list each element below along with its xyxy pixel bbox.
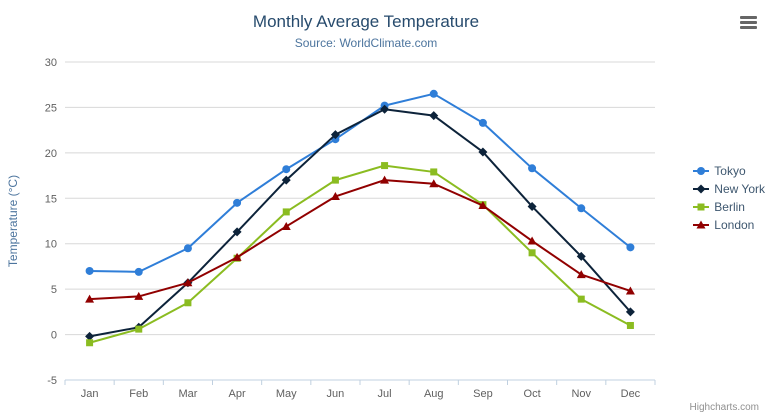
x-tick-label: Jul [378,388,392,400]
x-axis-labels: Jan Feb Mar Apr May Jun Jul Aug Sep Oct Nov Dec [81,388,641,400]
gridlines [65,61,655,381]
point-london-apr[interactable] [232,252,242,261]
series-line-new-york [88,108,632,338]
y-tick-label: 30 [45,57,57,69]
point-tokyo-nov[interactable] [577,204,586,213]
hamburger-icon [740,21,757,24]
point-new-york-may[interactable] [281,175,291,185]
point-tokyo-feb[interactable] [134,267,143,276]
highcharts-credits-link[interactable]: Highcharts.com [689,402,759,413]
legend-item-london[interactable]: London [693,218,765,232]
point-tokyo-may[interactable] [282,165,291,174]
legend-label: Berlin [714,200,745,214]
point-berlin-aug[interactable] [430,168,438,176]
legend-label: New York [714,182,765,196]
x-tick-label: Sep [473,388,493,400]
x-tick-label: Oct [524,388,541,400]
point-berlin-dec[interactable] [626,321,634,329]
point-london-feb[interactable] [134,291,144,300]
point-new-york-jul[interactable] [380,104,390,114]
series-line-london [88,179,632,301]
x-tick-label: Jan [81,388,99,400]
point-tokyo-sep[interactable] [478,118,487,127]
point-berlin-feb[interactable] [135,325,143,333]
y-tick-label: 10 [45,239,57,251]
chart-title: Monthly Average Temperature [252,12,480,31]
point-london-sep[interactable] [478,201,488,210]
point-london-aug[interactable] [429,179,439,188]
point-new-york-apr[interactable] [232,227,242,237]
point-london-jun[interactable] [330,191,340,200]
series-london [85,175,635,303]
point-berlin-jun[interactable] [331,176,339,184]
point-berlin-jan[interactable] [86,339,94,347]
x-axis [64,379,656,385]
point-new-york-dec[interactable] [625,307,635,317]
y-axis-labels: -5 0 5 10 15 20 25 30 [45,57,57,387]
point-berlin-may[interactable] [282,208,290,216]
chart-subtitle: Source: WorldClimate.com [294,36,438,50]
legend-marker-new-york [693,184,710,194]
legend-marker-london [693,220,710,229]
point-berlin-nov[interactable] [577,295,585,303]
point-tokyo-jan[interactable] [85,266,94,275]
point-tokyo-dec[interactable] [626,243,635,252]
x-tick-label: Feb [129,388,148,400]
series-tokyo [85,89,635,276]
legend-item-berlin[interactable]: Berlin [693,200,765,214]
point-tokyo-aug[interactable] [429,89,438,98]
point-new-york-nov[interactable] [576,251,586,261]
point-tokyo-apr[interactable] [233,198,242,207]
legend-label: Tokyo [714,164,746,178]
y-tick-label: 0 [51,330,57,342]
y-tick-label: -5 [47,375,57,387]
hamburger-icon [740,16,757,19]
point-london-jan[interactable] [85,294,95,303]
point-berlin-mar[interactable] [184,299,192,307]
point-london-oct[interactable] [527,236,537,245]
export-menu-button[interactable] [740,16,757,29]
x-tick-label: Apr [229,388,246,400]
series-line-berlin [88,164,632,344]
y-tick-label: 5 [51,284,57,296]
x-tick-label: Mar [178,388,197,400]
legend-item-tokyo[interactable]: Tokyo [693,164,765,178]
legend-label: London [714,218,755,232]
legend-marker-berlin [693,203,710,211]
point-london-may[interactable] [281,221,291,230]
hamburger-icon [740,26,757,29]
series-berlin [86,162,634,347]
series-line-tokyo [88,92,632,273]
legend-marker-tokyo [693,167,710,175]
point-berlin-oct[interactable] [528,249,536,257]
point-tokyo-oct[interactable] [528,164,537,173]
point-new-york-jun[interactable] [330,130,340,140]
point-london-nov[interactable] [576,270,586,279]
point-berlin-jul[interactable] [381,162,389,170]
y-tick-label: 15 [45,193,57,205]
legend: Tokyo New York Berlin London [693,164,765,232]
series-new-york [85,104,635,341]
legend-item-new-york[interactable]: New York [693,182,765,196]
point-london-mar[interactable] [183,278,193,287]
x-tick-label: Dec [621,388,641,400]
point-tokyo-mar[interactable] [183,244,192,253]
x-tick-label: Nov [571,388,591,400]
x-tick-label: Aug [424,388,444,400]
x-tick-label: Jun [327,388,345,400]
point-new-york-jan[interactable] [85,331,95,341]
y-tick-label: 25 [45,102,57,114]
point-new-york-sep[interactable] [478,147,488,157]
point-london-dec[interactable] [625,286,635,295]
point-london-jul[interactable] [380,175,390,184]
point-new-york-oct[interactable] [527,201,537,211]
y-tick-label: 20 [45,148,57,160]
x-tick-label: May [276,388,297,400]
point-new-york-aug[interactable] [429,111,439,121]
